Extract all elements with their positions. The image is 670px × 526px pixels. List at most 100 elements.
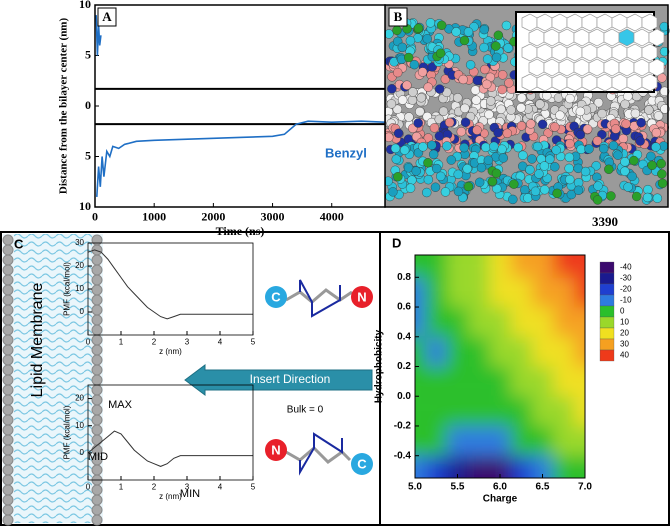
atom	[606, 191, 616, 201]
y-tick-label: -0.4	[394, 450, 412, 461]
lipid-head	[2, 274, 14, 286]
c-terminus	[265, 286, 287, 308]
y-tick-label: -0.2	[394, 421, 412, 432]
contour-cell	[510, 366, 532, 397]
atom	[658, 141, 669, 151]
plot-frame	[87, 242, 254, 336]
atom	[393, 128, 404, 139]
inset-cell	[588, 28, 605, 47]
atom	[408, 87, 418, 97]
colorbar-label: -10	[620, 296, 632, 305]
atom	[415, 106, 425, 117]
contour-cell	[415, 396, 426, 426]
atom	[620, 166, 630, 176]
contour-cell	[574, 366, 585, 397]
panel-label: B	[394, 9, 403, 24]
membrane-label: Lipid Membrane	[29, 283, 46, 398]
x-tick-label: 0	[86, 482, 91, 491]
y-tick-label: 10	[75, 284, 84, 293]
atom	[565, 93, 575, 104]
atom	[535, 99, 545, 109]
inset-cell	[648, 28, 665, 47]
lipid-head	[91, 284, 103, 296]
x-tick-label: 6.5	[536, 482, 550, 493]
lipid-head	[2, 264, 14, 276]
inset-cell	[566, 73, 583, 92]
atom	[493, 30, 504, 40]
contour-cell	[531, 307, 554, 337]
atom	[418, 142, 428, 152]
y-tick-label: 0	[80, 448, 85, 457]
contour-cell	[425, 396, 447, 426]
lipid-head	[91, 334, 103, 346]
atom	[413, 118, 423, 128]
atom	[491, 52, 502, 63]
y-tick-label: 5	[85, 148, 91, 162]
inset-cell	[596, 43, 613, 62]
colorbar-swatch	[599, 261, 615, 274]
contour-cell	[553, 307, 575, 337]
inset-cell	[618, 28, 635, 47]
y-tick-label: 5	[85, 47, 91, 61]
lipid-head	[2, 414, 14, 426]
x-tick-label: 6.0	[493, 482, 507, 493]
x-tick-label: 5	[251, 482, 256, 491]
atom	[487, 176, 498, 187]
atom	[407, 95, 418, 105]
contour-cell	[415, 366, 426, 397]
atom	[429, 123, 440, 133]
contour-cell	[510, 425, 532, 456]
terminus-label: N	[357, 289, 366, 304]
inset-cell	[566, 13, 583, 32]
atom	[404, 52, 414, 63]
contour-cell	[415, 455, 426, 478]
min-label: MIN	[180, 488, 200, 500]
caption: 3390	[592, 214, 618, 229]
contour-cell	[489, 425, 511, 456]
inset-cell	[603, 28, 620, 47]
x-tick-label: 0	[92, 210, 98, 224]
inset-cell	[603, 58, 620, 77]
atom	[434, 114, 444, 125]
atom	[391, 154, 401, 164]
atom	[497, 70, 508, 80]
atom	[518, 150, 528, 161]
lipid-head	[2, 494, 14, 506]
atom	[416, 93, 426, 103]
atom	[453, 169, 463, 180]
atom	[523, 193, 533, 203]
atom	[629, 155, 639, 166]
contour-cell	[510, 307, 532, 337]
inset-cell	[633, 28, 650, 47]
atom	[436, 171, 446, 182]
atom	[479, 42, 489, 53]
atom	[459, 35, 470, 46]
lipid-head	[2, 404, 14, 416]
lipid-head	[91, 234, 103, 246]
contour-cells	[415, 255, 585, 478]
lipid-head	[2, 474, 14, 486]
atom	[527, 154, 537, 164]
lipid-head	[91, 494, 103, 506]
atom	[646, 151, 656, 161]
atom	[456, 126, 467, 137]
atom	[540, 185, 550, 195]
atom	[621, 119, 631, 129]
atom	[474, 177, 485, 188]
inset-cell	[633, 58, 650, 77]
atom	[653, 111, 664, 121]
y-axis-title: PMF (kcal/mol)	[62, 405, 71, 459]
atom	[508, 194, 518, 205]
contour-cell	[510, 255, 532, 278]
atom	[393, 67, 403, 78]
inset-cell	[528, 28, 545, 47]
contour-cell	[446, 455, 469, 478]
x-axis-title: Charge	[483, 494, 518, 505]
x-tick-label: 2000	[201, 210, 225, 224]
x-tick-label: 3	[185, 337, 190, 346]
contour-cell	[531, 396, 554, 426]
lipid-head	[2, 504, 14, 516]
atom	[631, 191, 642, 202]
lipid-head	[91, 484, 103, 496]
